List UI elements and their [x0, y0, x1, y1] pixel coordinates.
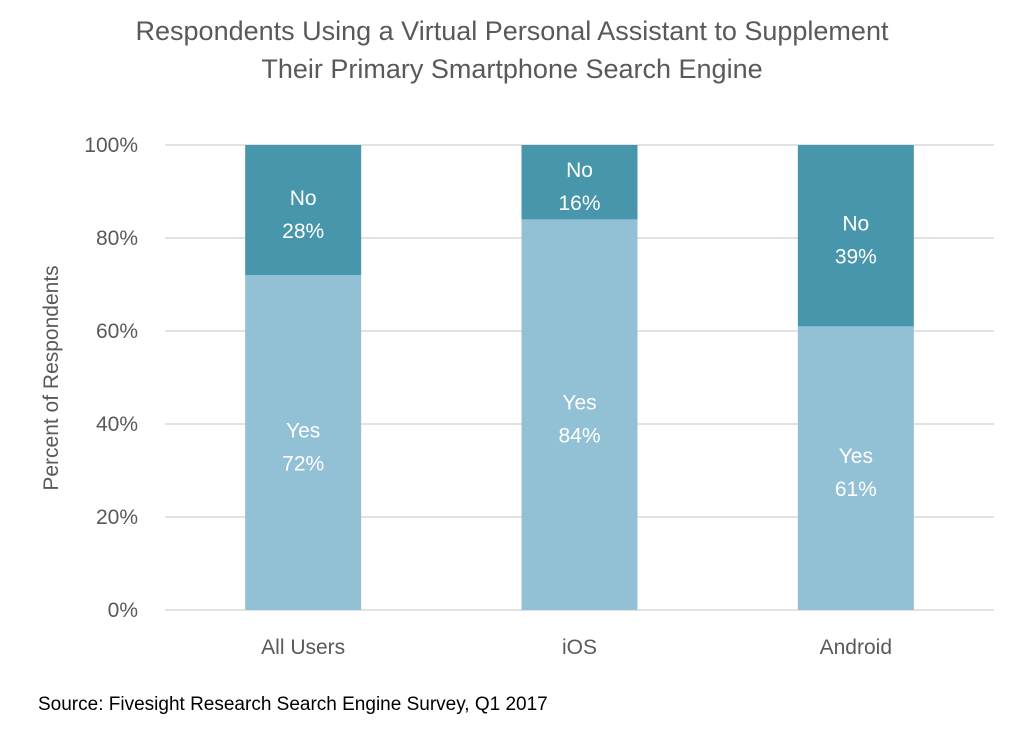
y-axis-ticks: 0% 20% 40% 60% 80% 100% [84, 134, 138, 622]
bar-segment-yes-1 [245, 275, 362, 610]
x-tick-label: iOS [562, 636, 597, 659]
data-label-series-name: Yes [839, 445, 873, 468]
data-label-value: 16% [558, 192, 600, 215]
data-label-series-name: Yes [286, 420, 320, 443]
data-label-series-name: No [842, 213, 869, 236]
bar-segment-yes-3 [797, 326, 914, 610]
y-tick-label: 100% [84, 134, 138, 157]
chart-title-line-2: Their Primary Smartphone Search Engine [261, 54, 763, 84]
chart-title: Respondents Using a Virtual Personal Ass… [0, 12, 1024, 88]
data-label-series-name: No [566, 159, 593, 182]
data-label-value: 72% [282, 453, 324, 476]
chart-title-line-1: Respondents Using a Virtual Personal Ass… [135, 16, 889, 46]
bar-segment-yes-2 [521, 219, 638, 610]
data-label-value: 61% [835, 478, 877, 501]
data-label-value: 28% [282, 220, 324, 243]
y-tick-label: 20% [96, 506, 138, 529]
y-axis-label: Percent of Respondents [40, 265, 63, 490]
data-label-series-name: No [290, 187, 317, 210]
data-label-value: 39% [835, 246, 877, 269]
y-tick-label: 60% [96, 320, 138, 343]
bars [245, 145, 914, 610]
data-label-series-name: Yes [562, 392, 596, 415]
bar-segment-no-3 [797, 145, 914, 327]
y-tick-label: 40% [96, 413, 138, 436]
y-tick-label: 0% [108, 599, 138, 622]
y-tick-label: 80% [96, 227, 138, 250]
source-note: Source: Fivesight Research Search Engine… [38, 694, 548, 715]
x-axis-ticks: All Users iOS Android [261, 636, 892, 659]
data-label-value: 84% [558, 425, 600, 448]
x-tick-label: Android [820, 636, 892, 659]
bar-segment-no-1 [245, 145, 362, 276]
bar-segment-no-2 [521, 145, 638, 220]
bar-labels: Yes 72% No 28% Yes 84% No 16% Yes 61% No 39% [282, 159, 877, 501]
x-tick-label: All Users [261, 636, 345, 659]
